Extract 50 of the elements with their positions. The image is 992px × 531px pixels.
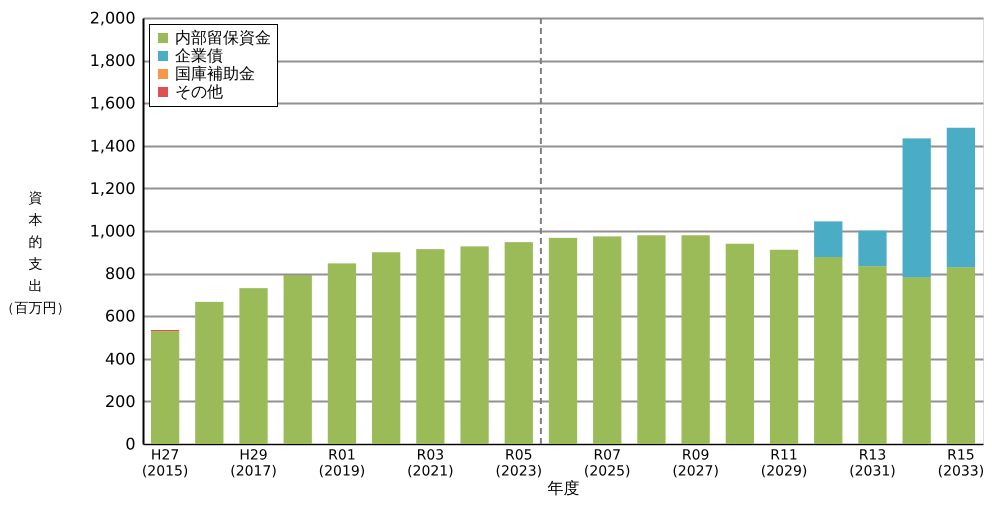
y-tick-label: 0	[125, 434, 136, 454]
x-tick-label: R11 (2029)	[760, 448, 808, 480]
bar	[328, 263, 356, 444]
y-tick-label: 2,000	[90, 8, 136, 28]
bar	[239, 288, 268, 444]
x-tick-label: R05 (2023)	[496, 448, 542, 480]
x-axis-title: 年度	[548, 478, 580, 498]
bar	[548, 238, 578, 444]
x-tick-label: R15 (2033)	[938, 448, 984, 480]
bar	[372, 252, 400, 444]
y-tick-label: 1,000	[90, 222, 136, 240]
x-tick-label: R09 (2027)	[672, 448, 719, 480]
bar	[195, 302, 224, 444]
y-tick-label: 1,600	[90, 94, 136, 113]
x-tick-label: H29 (2017)	[230, 448, 277, 480]
bar	[902, 277, 931, 444]
bar	[504, 242, 533, 444]
y-tick-label: 1,200	[90, 178, 136, 198]
bar	[814, 221, 842, 257]
bar	[460, 246, 489, 444]
bar	[858, 230, 887, 266]
y-tick-label: 200	[104, 392, 136, 411]
bar	[593, 236, 622, 444]
y-tick-label: 400	[104, 349, 136, 368]
bar	[726, 244, 754, 444]
legend-label: 企業債	[175, 46, 223, 65]
bar	[681, 235, 710, 444]
x-tick-label: R03 (2021)	[407, 448, 454, 480]
legend-label: 内部留保資金	[175, 28, 271, 47]
legend-label: その他	[175, 82, 223, 101]
bar	[284, 275, 312, 444]
bar	[637, 235, 666, 444]
bar	[946, 267, 976, 444]
x-tick-label: H27 (2015)	[142, 448, 188, 480]
y-tick-label: 1,800	[90, 51, 136, 70]
y-axis-title: 資本的支出（百万円）	[0, 190, 70, 316]
bar	[814, 256, 842, 444]
y-tick-label: 600	[104, 306, 136, 326]
bar	[902, 138, 931, 278]
y-tick-label: 1,400	[90, 136, 136, 156]
bar	[946, 128, 976, 268]
bar	[770, 250, 798, 444]
y-tick-label: 800	[104, 264, 136, 284]
x-tick-label: R01 (2019)	[318, 448, 366, 480]
bar	[858, 266, 887, 444]
x-tick-label: R07 (2025)	[584, 448, 630, 480]
bar	[416, 249, 445, 444]
bar	[150, 331, 180, 444]
legend-label: 国庫補助金	[175, 64, 255, 83]
x-tick-label: R13 (2031)	[849, 448, 896, 480]
